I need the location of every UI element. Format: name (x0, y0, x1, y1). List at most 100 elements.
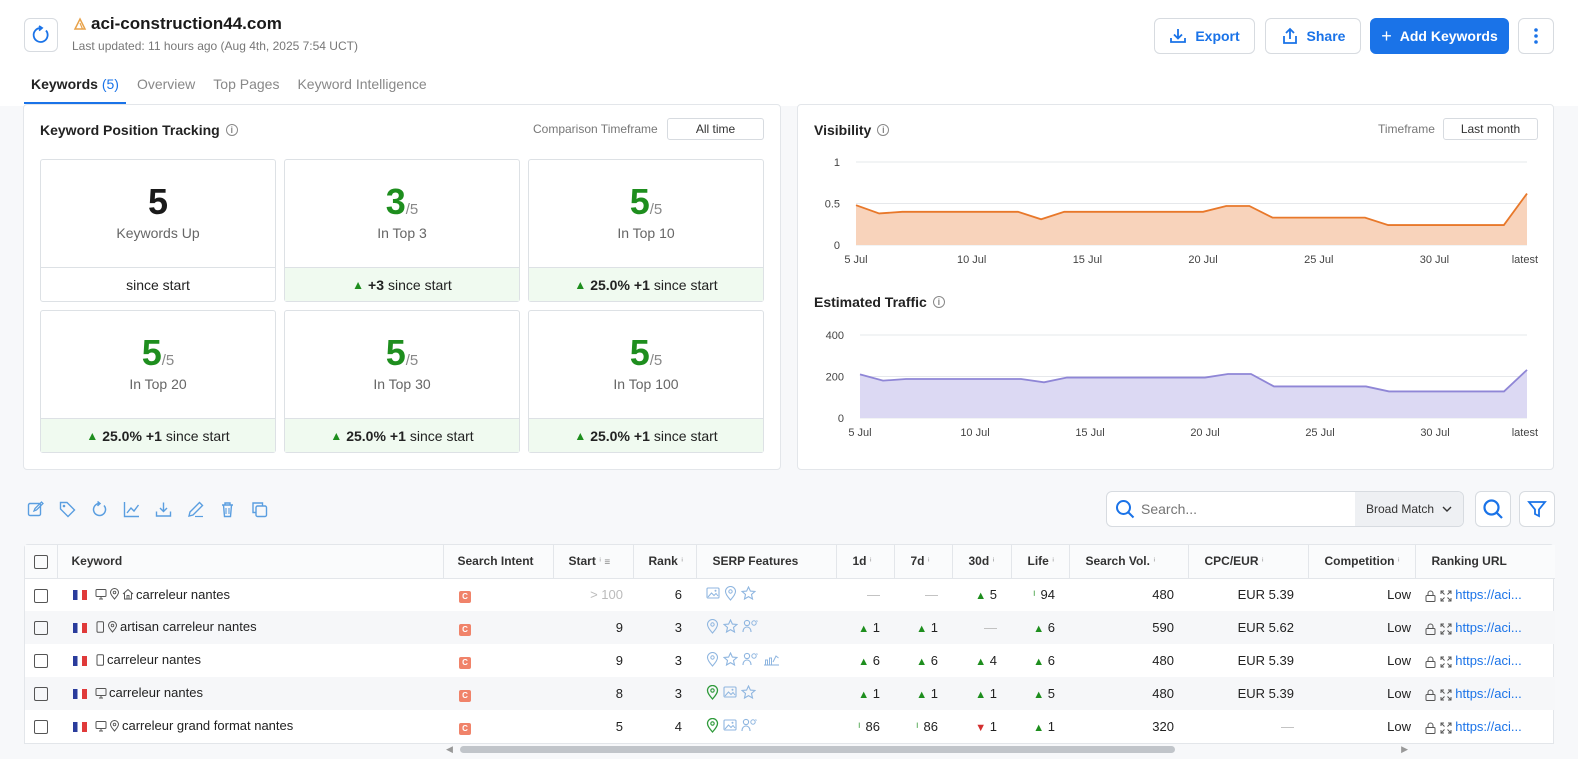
tick-icon: ╵ (914, 723, 920, 733)
stat-value: 5 (41, 182, 275, 230)
table-row[interactable]: carreleur grand format nantes C 5 4 ╵ 86 ╵ 86… (25, 710, 1555, 743)
cpc-cell: EUR 5.39 (1188, 677, 1308, 710)
stat-number: 5 (141, 332, 162, 373)
info-icon[interactable]: i (225, 124, 238, 136)
tag-icon[interactable] (58, 500, 77, 519)
row-checkbox[interactable] (34, 720, 48, 735)
expand-icon[interactable] (1440, 623, 1452, 635)
expand-icon[interactable] (1440, 590, 1452, 602)
keyword-text[interactable]: carreleur nantes (136, 586, 230, 602)
ranking-url-link[interactable]: https://aci... (1455, 653, 1522, 668)
timeframe-select[interactable]: Last month (1443, 118, 1538, 140)
refresh-keywords-icon[interactable] (90, 500, 109, 519)
match-type-select[interactable]: Broad Match (1355, 492, 1463, 526)
col-life[interactable]: Life ⁱ (1011, 545, 1070, 579)
info-icon[interactable]: i (932, 296, 945, 308)
stat-foot-text: since start (409, 427, 474, 444)
keyword-cell: artisan carreleur nantes (57, 611, 443, 644)
col-1d[interactable]: 1d ⁱ (836, 545, 895, 579)
pencil-icon[interactable] (186, 500, 205, 519)
col-search-intent[interactable]: Search Intent (443, 545, 554, 579)
copy-icon[interactable] (250, 500, 269, 519)
pin-icon (706, 651, 719, 670)
tab-keywords[interactable]: Keywords (5) (24, 70, 126, 104)
table-row[interactable]: carreleur nantes C 9 3 ▲ 6 ▲ 6 ▲ 4 ▲ 6 480 EUR 5.… (25, 644, 1555, 677)
tab-keyword-intelligence[interactable]: Keyword Intelligence (297, 76, 427, 92)
tab-top-pages[interactable]: Top Pages (213, 76, 280, 92)
series-line (859, 369, 1528, 393)
stat-footer: ▲ 25.0% +1 since start (529, 418, 763, 452)
keyword-text[interactable]: carreleur grand format nantes (122, 718, 294, 734)
col-30d[interactable]: 30d ⁱ (952, 545, 1012, 579)
ranking-url-link[interactable]: https://aci... (1455, 587, 1522, 603)
row-checkbox[interactable] (34, 621, 48, 636)
comparison-timeframe-select[interactable]: All time (667, 118, 764, 140)
table-row[interactable]: artisan carreleur nantes C 9 3 ▲ 1 ▲ 1— ▲ 6 590… (25, 611, 1555, 644)
expand-icon[interactable] (1440, 689, 1452, 701)
table-row[interactable]: carreleur nantes C 8 3 ▲ 1 ▲ 1 ▲ 1 ▲ 5 480 EUR 5.… (25, 677, 1555, 710)
expand-icon[interactable] (1440, 722, 1452, 734)
chevron-down-icon (1442, 506, 1452, 512)
refresh-button[interactable] (24, 18, 58, 52)
info-icon: ⁱ (1153, 557, 1156, 569)
info-icon: ⁱ (992, 557, 995, 569)
col-search-volume[interactable]: Search Vol. ⁱ (1069, 545, 1189, 579)
search-volume-cell: 480 (1069, 677, 1188, 710)
col-cpc[interactable]: CPC/EUR ⁱ (1188, 545, 1309, 579)
col-7d[interactable]: 7d ⁱ (894, 545, 953, 579)
info-icon: ⁱ (1397, 557, 1400, 569)
y-tick-label: 200 (826, 372, 844, 384)
keyword-text[interactable]: carreleur nantes (109, 685, 203, 701)
col-ranking-url[interactable]: Ranking URL (1415, 545, 1555, 579)
export-button[interactable]: Export (1154, 18, 1255, 54)
tab-overview[interactable]: Overview (136, 76, 196, 92)
stat-pct: 25.0% (102, 427, 142, 444)
download-keywords-icon[interactable] (154, 500, 173, 519)
stat-main: 5/5 In Top 10 (529, 160, 763, 268)
col-keyword[interactable]: Keyword (57, 545, 444, 579)
col-start[interactable]: Start ⁱ ≡ (553, 545, 634, 579)
trash-icon[interactable] (218, 500, 237, 519)
mobile-icon (95, 620, 105, 636)
col-serp-features[interactable]: SERP Features (696, 545, 837, 579)
sort-icon[interactable]: ≡ (604, 557, 611, 569)
scrollbar-thumb[interactable] (460, 746, 1175, 753)
select-all-checkbox[interactable] (33, 554, 48, 569)
search-input[interactable] (1135, 492, 1355, 526)
horizontal-scrollbar[interactable]: ◀ ▶ (446, 744, 1408, 754)
ranking-url-link[interactable]: https://aci... (1455, 719, 1522, 734)
pin-icon (109, 719, 120, 735)
filter-button[interactable] (1519, 491, 1555, 527)
keyword-text[interactable]: artisan carreleur nantes (120, 619, 257, 635)
ranking-url-link[interactable]: https://aci... (1455, 620, 1522, 635)
tick-icon: ╵ (1031, 591, 1037, 602)
share-button[interactable]: Share (1265, 18, 1361, 54)
stat-number: 5 (385, 332, 406, 373)
france-flag-icon (73, 656, 87, 667)
col-competition[interactable]: Competition ⁱ (1308, 545, 1416, 579)
x-tick-label: latest (1512, 254, 1538, 266)
stat-card: 5/5 In Top 20 ▲ 25.0% +1 since start (40, 310, 276, 453)
info-icon[interactable]: i (877, 124, 890, 136)
edit-icon[interactable] (26, 500, 45, 519)
keyword-text[interactable]: carreleur nantes (107, 652, 201, 668)
arrow-up-icon: ▲ (975, 656, 987, 668)
arrow-up-icon: ▲ (86, 428, 99, 443)
arrow-up-icon: ▲ (1033, 656, 1045, 668)
scroll-left-icon[interactable]: ◀ (446, 744, 453, 754)
expand-icon[interactable] (1440, 656, 1452, 668)
col-rank[interactable]: Rank ⁱ (633, 545, 697, 579)
serp-features-cell (696, 644, 836, 677)
add-keywords-button[interactable]: + Add Keywords (1370, 18, 1509, 54)
row-checkbox[interactable] (34, 654, 48, 669)
more-options-button[interactable] (1518, 18, 1554, 54)
x-tick-label: 20 Jul (1190, 427, 1219, 439)
cpc-cell: EUR 5.39 (1237, 587, 1294, 603)
ranking-url-link[interactable]: https://aci... (1455, 686, 1522, 701)
table-row[interactable]: carreleur nantes C > 100 6— — ▲ 5 ╵ 94 480 EUR 5… (25, 578, 1555, 611)
trend-chart-icon[interactable] (122, 500, 141, 519)
scroll-right-icon[interactable]: ▶ (1401, 744, 1408, 754)
row-checkbox[interactable] (34, 687, 48, 702)
row-checkbox[interactable] (34, 588, 48, 603)
search-button[interactable] (1475, 491, 1511, 527)
